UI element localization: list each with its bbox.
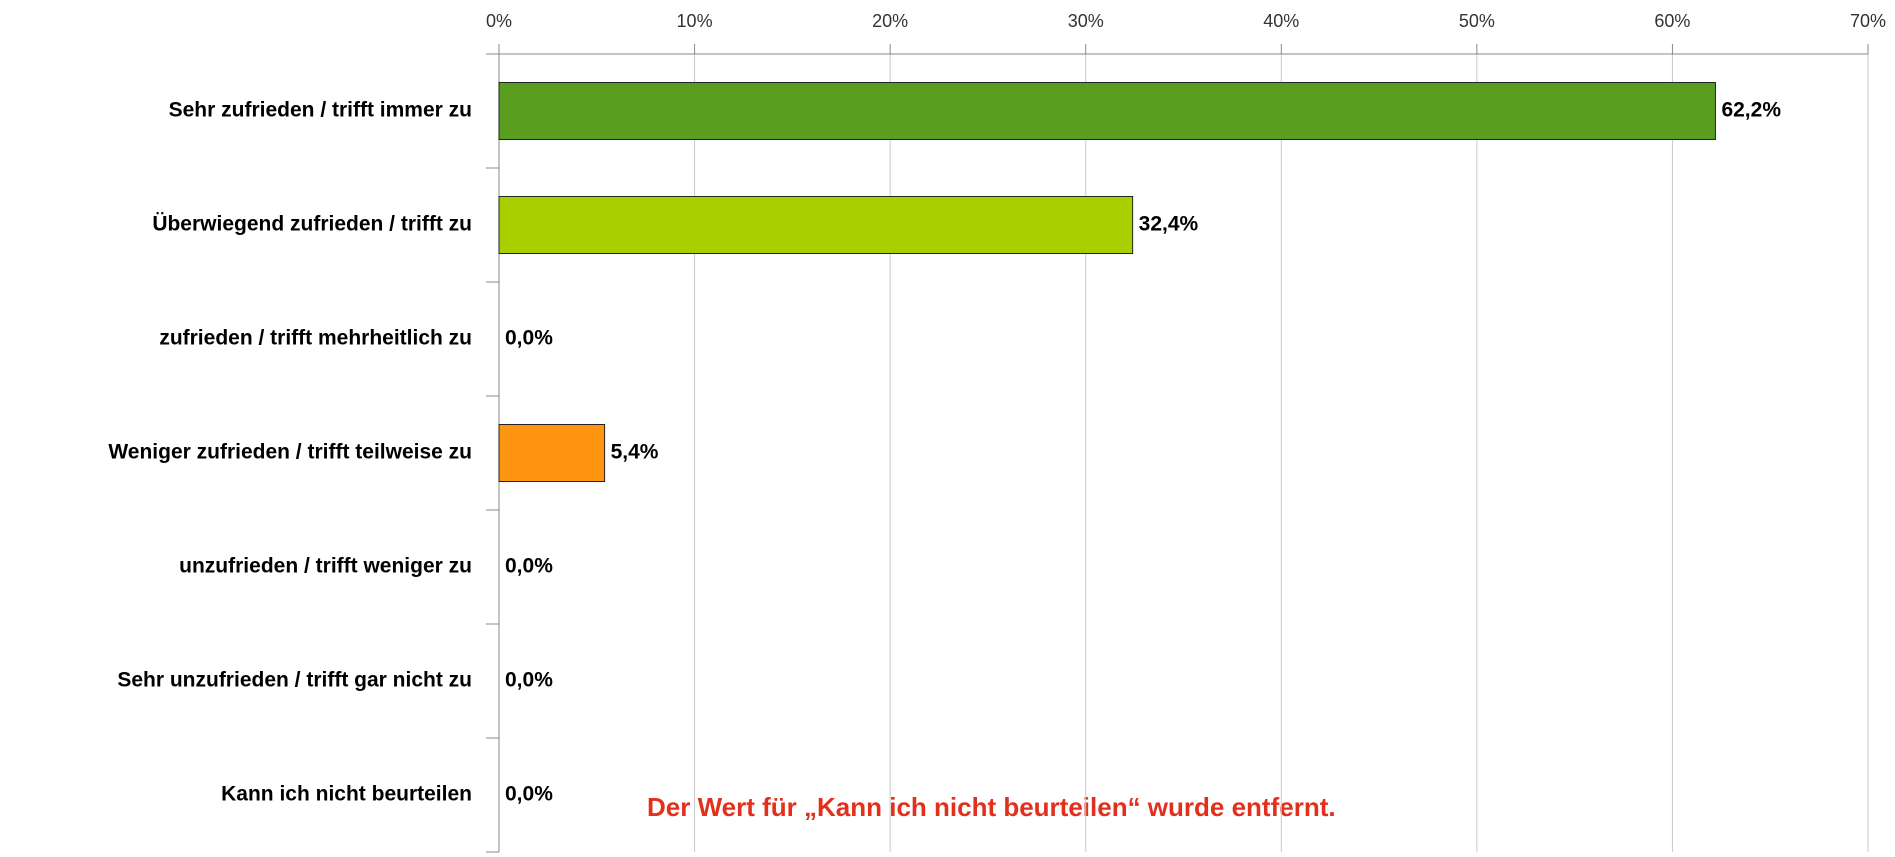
data-label: 0,0% — [505, 783, 553, 806]
x-tick-label: 20% — [872, 11, 908, 31]
data-label: 0,0% — [505, 669, 553, 692]
y-tick-label: Weniger zufrieden / trifft teilweise zu — [108, 441, 472, 464]
y-tick-label: Kann ich nicht beurteilen — [221, 783, 472, 806]
bar — [498, 424, 606, 482]
data-label: 0,0% — [505, 327, 553, 350]
x-tick-label: 30% — [1068, 11, 1104, 31]
data-label: 0,0% — [505, 555, 553, 578]
bar — [498, 196, 1134, 254]
y-tick-label: zufrieden / trifft mehrheitlich zu — [159, 327, 472, 350]
y-tick-label: Sehr unzufrieden / trifft gar nicht zu — [117, 669, 472, 692]
x-tick-label: 60% — [1654, 11, 1690, 31]
x-tick-label: 50% — [1459, 11, 1495, 31]
data-label: 32,4% — [1139, 213, 1199, 236]
bar — [498, 82, 1716, 140]
y-tick-label: unzufrieden / trifft weniger zu — [179, 555, 472, 578]
x-tick-label: 10% — [677, 11, 713, 31]
y-tick-label: Überwiegend zufrieden / trifft zu — [152, 213, 472, 236]
data-label: 5,4% — [611, 441, 659, 464]
x-tick-label: 70% — [1850, 11, 1886, 31]
data-label: 62,2% — [1721, 99, 1781, 122]
x-tick-label: 40% — [1263, 11, 1299, 31]
x-tick-label: 0% — [486, 11, 512, 31]
annotation: Der Wert für „Kann ich nicht beurteilen“… — [647, 792, 1336, 822]
y-tick-label: Sehr zufrieden / trifft immer zu — [169, 99, 472, 122]
